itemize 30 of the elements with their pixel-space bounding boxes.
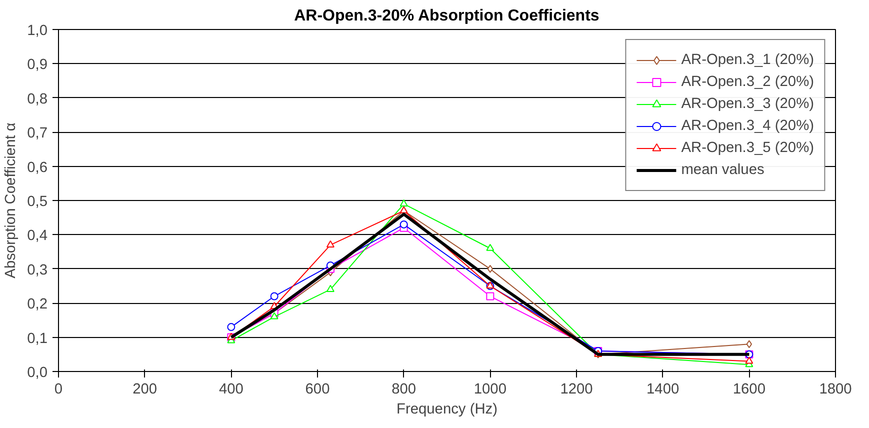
x-tick-label: 200: [132, 382, 158, 398]
x-tick-label: 600: [305, 382, 330, 398]
x-tick-label: 800: [392, 382, 416, 398]
chart-title: AR-Open.3-20% Absorption Coefficients: [294, 8, 600, 24]
x-tick-label: 1400: [646, 382, 680, 398]
legend-label: AR-Open.3_5 (20%): [681, 140, 814, 156]
y-tick-label: 0,4: [27, 228, 48, 244]
x-tick-label: 1000: [474, 382, 506, 398]
x-tick-label: 1600: [732, 382, 766, 398]
x-axis-title: Frequency (Hz): [396, 402, 498, 418]
y-tick-label: 0,1: [27, 330, 48, 347]
legend-label: AR-Open.3_1 (20%): [681, 52, 814, 68]
legend-label: AR-Open.3_2 (20%): [681, 74, 814, 90]
y-tick-label: 0,3: [27, 262, 48, 278]
y-tick-label: 0,2: [27, 296, 48, 313]
legend-label: mean values: [681, 162, 764, 178]
x-tick-label: 400: [218, 382, 244, 398]
y-tick-label: 1,0: [27, 23, 48, 39]
legend-label: AR-Open.3_3 (20%): [681, 96, 814, 112]
y-tick-label: 0,5: [27, 194, 48, 210]
y-tick-label: 0,8: [27, 91, 48, 108]
x-tick-label: 1200: [560, 382, 593, 398]
y-tick-label: 0,7: [27, 126, 48, 142]
y-tick-label: 0,9: [27, 57, 48, 74]
x-tick-label: 0: [54, 382, 63, 398]
legend-label: AR-Open.3_4 (20%): [681, 118, 814, 134]
x-tick-label: 1800: [819, 382, 852, 398]
y-axis-title: Absorption Coefficient α: [3, 122, 20, 278]
y-tick-label: 0,6: [27, 160, 48, 176]
y-tick-label: 0,0: [27, 365, 48, 381]
